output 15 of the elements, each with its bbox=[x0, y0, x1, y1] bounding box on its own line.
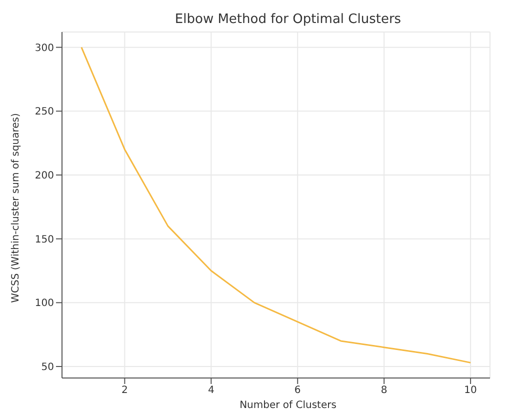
x-tick-label: 10 bbox=[464, 385, 477, 396]
line-series bbox=[80, 46, 472, 364]
y-tick-label: 300 bbox=[34, 42, 54, 54]
y-tick-label: 100 bbox=[34, 298, 54, 310]
x-tick-label: 2 bbox=[122, 385, 128, 396]
x-tick-label: 6 bbox=[294, 385, 301, 396]
y-tick-label: 50 bbox=[41, 362, 54, 374]
y-tick-label: 200 bbox=[34, 170, 54, 182]
x-tick-label: 4 bbox=[208, 385, 214, 396]
y-tick-label: 150 bbox=[34, 234, 54, 246]
x-axis-title: Number of Clusters bbox=[238, 400, 338, 410]
x-tick-label: 8 bbox=[380, 385, 388, 396]
y-tick-label: 250 bbox=[34, 106, 54, 118]
y-axis-title: WCSS (Within-cluster sum of squares) bbox=[10, 113, 22, 303]
chart-title: Elbow Method for Optimal Clusters bbox=[174, 12, 402, 27]
